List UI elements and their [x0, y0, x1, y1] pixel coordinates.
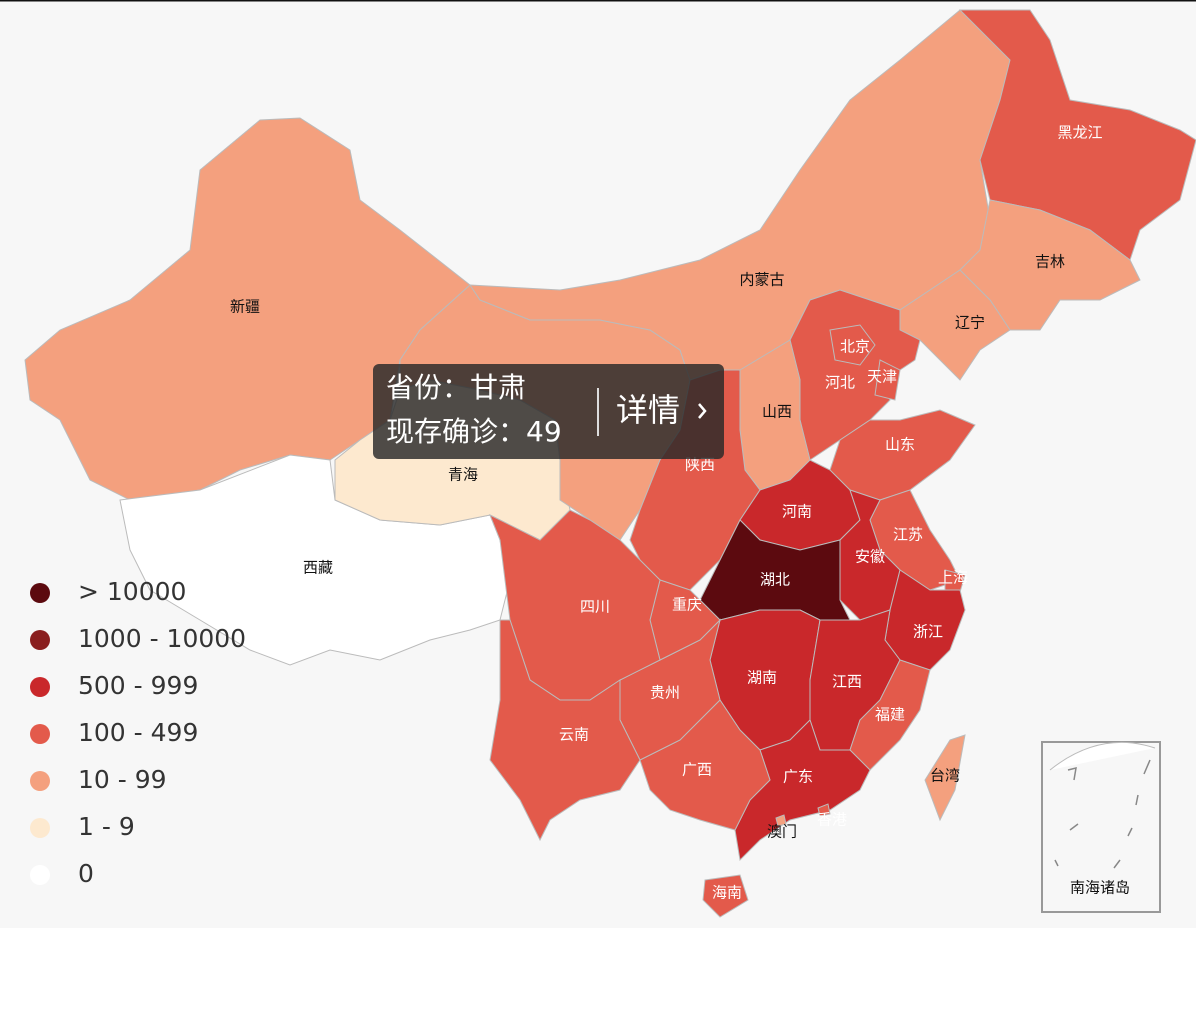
- province-label: 黑龙江: [1057, 124, 1102, 142]
- province-label: 浙江: [913, 623, 943, 641]
- province-label: 河南: [782, 503, 812, 521]
- province-label: 辽宁: [955, 314, 985, 332]
- legend-label[interactable]: 500 - 999: [78, 671, 198, 700]
- province-label: 广西: [682, 761, 712, 779]
- inset-islands: [1054, 759, 1151, 869]
- province-label: 湖北: [760, 571, 790, 589]
- province[interactable]: [874, 359, 901, 401]
- province[interactable]: [702, 874, 749, 918]
- province[interactable]: [489, 619, 641, 842]
- legend-swatch[interactable]: [30, 818, 50, 838]
- province-label: 青海: [448, 466, 478, 484]
- province-label: 山西: [762, 403, 792, 421]
- tooltip-chevron[interactable]: [698, 403, 707, 419]
- province-label: 新疆: [230, 298, 260, 316]
- legend-swatch[interactable]: [30, 771, 50, 791]
- province-label: 湖南: [747, 669, 777, 687]
- legend: > 10000 1000 - 10000 500 - 999 100 - 499 10 …: [30, 577, 246, 888]
- legend-swatch[interactable]: [30, 630, 50, 650]
- legend-label[interactable]: 1000 - 10000: [78, 624, 246, 653]
- province-label: 吉林: [1035, 253, 1065, 271]
- legend-label[interactable]: > 10000: [78, 577, 186, 606]
- south-sea-inset: 南海诸岛: [1041, 741, 1161, 913]
- province-label: 河北: [825, 374, 855, 392]
- legend-swatch[interactable]: [30, 724, 50, 744]
- province-label: 天津: [867, 368, 897, 386]
- province-label: 云南: [559, 726, 589, 744]
- province-label: 上海: [938, 569, 968, 587]
- province-label: 西藏: [303, 559, 333, 577]
- province-label: 四川: [580, 598, 610, 616]
- inset-coast: [1049, 741, 1156, 771]
- province[interactable]: [829, 324, 876, 366]
- province-label: 海南: [712, 884, 742, 902]
- legend-label[interactable]: 1 - 9: [78, 812, 135, 841]
- province-label: 山东: [885, 436, 915, 454]
- province[interactable]: [899, 269, 1011, 381]
- province-label: 澳门: [767, 823, 797, 841]
- province-label: 江苏: [893, 526, 923, 544]
- province-label: 贵州: [650, 684, 680, 702]
- legend-label[interactable]: 10 - 99: [78, 765, 167, 794]
- inset-label: 南海诸岛: [1070, 879, 1130, 897]
- tooltip-box: [373, 364, 724, 459]
- inset-frame: [1041, 741, 1161, 913]
- province[interactable]: [958, 9, 1196, 261]
- tooltip-count: 现存确诊：49: [386, 415, 562, 448]
- tooltip-link[interactable]: 详情: [616, 391, 680, 429]
- regions: [24, 9, 1196, 918]
- province-label: 陕西: [685, 456, 715, 474]
- province-label: 安徽: [855, 548, 885, 566]
- legend-swatch[interactable]: [30, 583, 50, 603]
- tooltip-province: 省份：甘肃: [386, 371, 526, 404]
- province[interactable]: [775, 814, 787, 827]
- province-label: 江西: [832, 673, 862, 691]
- province-label: 福建: [875, 706, 905, 724]
- legend-label[interactable]: 100 - 499: [78, 718, 198, 747]
- province[interactable]: [924, 734, 966, 822]
- legend-swatch[interactable]: [30, 865, 50, 885]
- legend-label[interactable]: 0: [78, 859, 94, 888]
- province-label: 香港: [817, 811, 847, 829]
- legend-swatch[interactable]: [30, 677, 50, 697]
- province-label: 重庆: [672, 596, 702, 614]
- tooltip: 省份：甘肃 现存确诊：49 详情: [373, 364, 724, 459]
- province-label: 内蒙古: [739, 271, 784, 289]
- province-label: 广东: [783, 768, 813, 786]
- province-label: 台湾: [930, 767, 960, 785]
- province[interactable]: [817, 803, 831, 817]
- province-label: 北京: [840, 338, 870, 356]
